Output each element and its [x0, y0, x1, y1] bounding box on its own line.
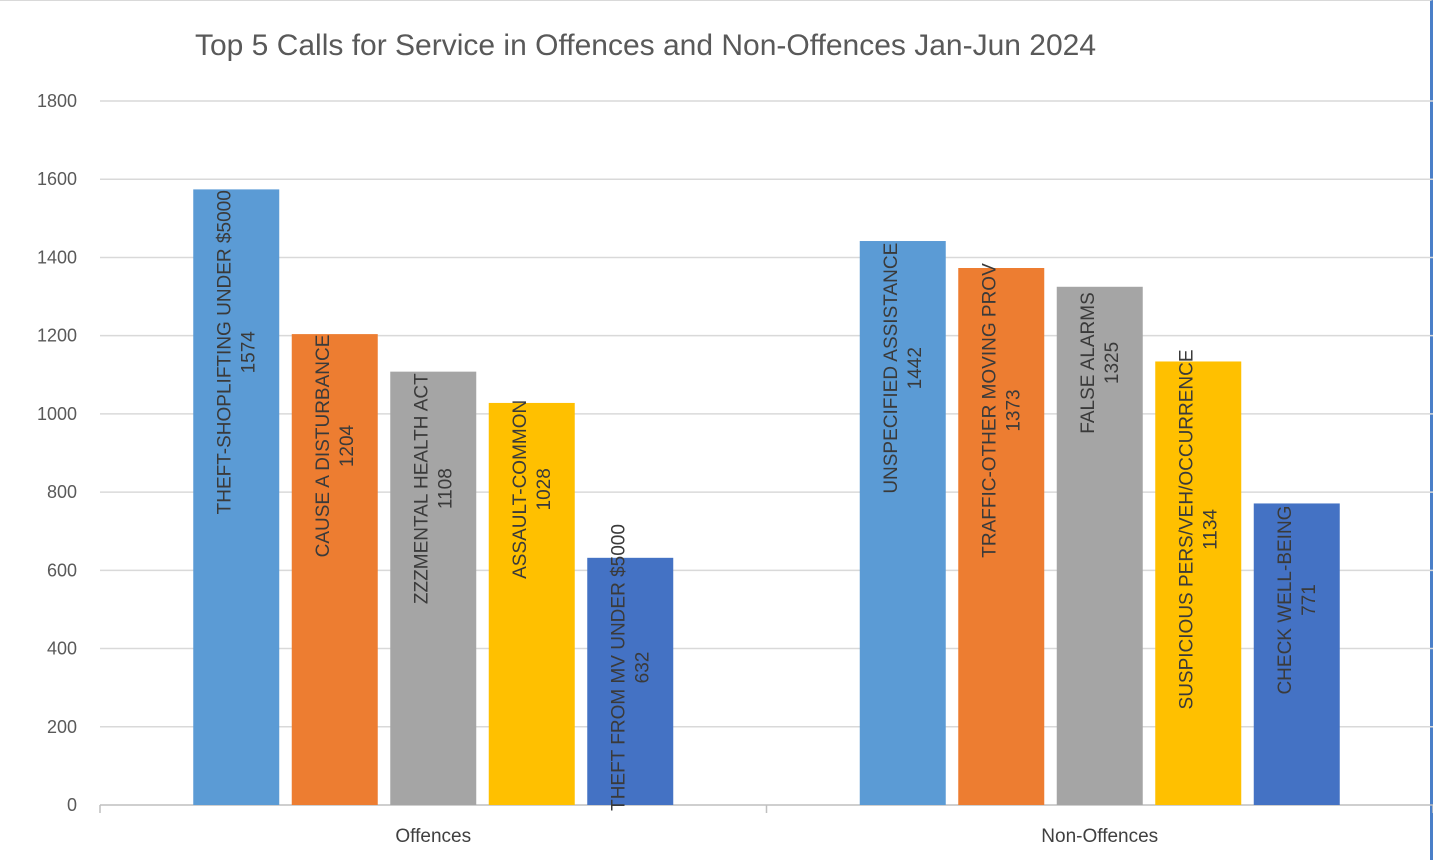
bar [291, 334, 378, 805]
bar-data-label: FALSE ALARMS 1325 [1078, 292, 1123, 434]
bar-data-label: ZZZMENTAL HEALTH ACT 1108 [411, 373, 456, 604]
bar [390, 371, 477, 805]
bar-data-label: UNSPECIFIED ASSISTANCE 1442 [881, 243, 926, 494]
chart-title: Top 5 Calls for Service in Offences and … [194, 29, 1097, 62]
bar [1253, 503, 1340, 805]
bar-value-label: 1134 [1200, 509, 1221, 550]
y-tick-label: 400 [47, 639, 77, 659]
y-tick-label: 1200 [37, 326, 77, 346]
bar-value-label: 1373 [1003, 389, 1024, 431]
y-tick-label: 1000 [37, 404, 77, 424]
bar-category-label: FALSE ALARMS [1078, 292, 1099, 434]
bar-value-label: 771 [1299, 584, 1320, 616]
bar-data-label: CHECK WELL-BEING 771 [1275, 506, 1320, 695]
bar-category-label: TRAFFIC-OTHER MOVING PROV [979, 263, 1000, 558]
bar-category-label: THEFT FROM MV UNDER $5000 [608, 524, 629, 811]
bar [1155, 361, 1242, 805]
y-tick-label: 1600 [37, 169, 77, 189]
x-category-label: Offences [395, 826, 471, 847]
y-tick-label: 0 [67, 795, 77, 815]
bar-data-label: THEFT-SHOPLIFTING UNDER $5000 1574 [214, 190, 259, 514]
y-tick-label: 1400 [37, 247, 77, 267]
bar-data-label: CAUSE A DISTURBANCE 1204 [313, 335, 358, 558]
y-tick-label: 200 [47, 717, 77, 737]
bar [488, 402, 575, 805]
bar-data-label: SUSPICIOUS PERS/VEH/OCCURRENCE 1134 [1176, 349, 1221, 709]
bar [193, 189, 280, 805]
bar-category-label: CHECK WELL-BEING [1275, 506, 1296, 695]
bar [587, 557, 674, 805]
bar-data-label: TRAFFIC-OTHER MOVING PROV 1373 [979, 263, 1024, 558]
bar-category-label: ASSAULT-COMMON [510, 400, 531, 579]
bar-value-label: 1204 [337, 424, 358, 467]
bar-value-label: 632 [632, 652, 653, 684]
y-tick-label: 1800 [37, 91, 77, 111]
bar-value-label: 1028 [534, 468, 555, 510]
bar-category-label: ZZZMENTAL HEALTH ACT [411, 373, 432, 604]
bar [859, 241, 946, 806]
bar [958, 268, 1045, 805]
bar-value-label: 1574 [238, 331, 259, 374]
bar-category-label: UNSPECIFIED ASSISTANCE [881, 243, 902, 494]
y-tick-label: 800 [47, 482, 77, 502]
x-category-label: Non-Offences [1041, 826, 1158, 847]
bar-value-label: 1108 [435, 468, 456, 509]
bar-data-label: ASSAULT-COMMON 1028 [510, 400, 555, 579]
y-tick-label: 600 [47, 560, 77, 580]
bar-data-label: THEFT FROM MV UNDER $5000 632 [608, 524, 653, 811]
bar-category-label: THEFT-SHOPLIFTING UNDER $5000 [214, 190, 235, 514]
bar-category-label: SUSPICIOUS PERS/VEH/OCCURRENCE [1176, 349, 1197, 709]
bar-value-label: 1325 [1102, 342, 1123, 384]
bar-value-label: 1442 [905, 347, 926, 389]
bar-category-label: CAUSE A DISTURBANCE [313, 335, 334, 558]
bar [1056, 286, 1143, 805]
